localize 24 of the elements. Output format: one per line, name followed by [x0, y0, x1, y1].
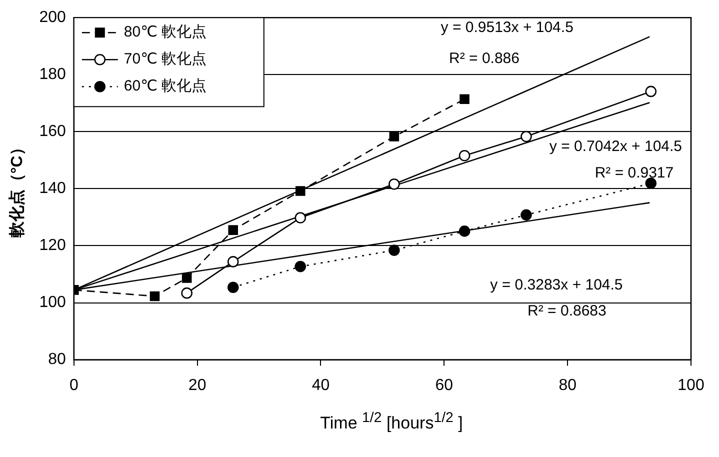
x-tick-label: 0 — [69, 376, 78, 394]
y-tick-label: 140 — [39, 180, 66, 198]
y-tick-label: 200 — [39, 9, 66, 26]
annotation: y = 0.3283x + 104.5 — [490, 276, 623, 294]
y-axis-title: 軟化点（°C） — [8, 140, 26, 239]
x-tick-label: 60 — [435, 376, 454, 394]
y-tick-label: 80 — [48, 351, 66, 368]
annotation: y = 0.7042x + 104.5 — [549, 138, 682, 155]
annotation: y = 0.9513x + 104.5 — [440, 19, 574, 36]
y-tick-label: 100 — [39, 294, 66, 312]
legend-label: 70℃ 軟化点 — [124, 50, 207, 68]
y-tick-label: 120 — [39, 237, 66, 254]
y-tick-label: 180 — [39, 66, 66, 84]
legend-label: 80℃ 軟化点 — [124, 24, 207, 41]
annotation: R² = 0.8683 — [528, 302, 606, 320]
x-tick-label: 100 — [678, 376, 704, 394]
x-tick-label: 20 — [188, 376, 206, 394]
x-axis-title: Time $^{1/2}$ [hours$^{1/2}$ ] — [319, 410, 464, 434]
annotation: R² = 0.9317 — [594, 164, 674, 182]
annotation: R² = 0.886 — [449, 50, 520, 67]
x-tick-label: 40 — [312, 376, 330, 394]
legend-label: 60℃ 軟化点 — [124, 78, 207, 95]
x-tick-label: 80 — [558, 376, 577, 394]
y-tick-label: 160 — [39, 123, 66, 140]
